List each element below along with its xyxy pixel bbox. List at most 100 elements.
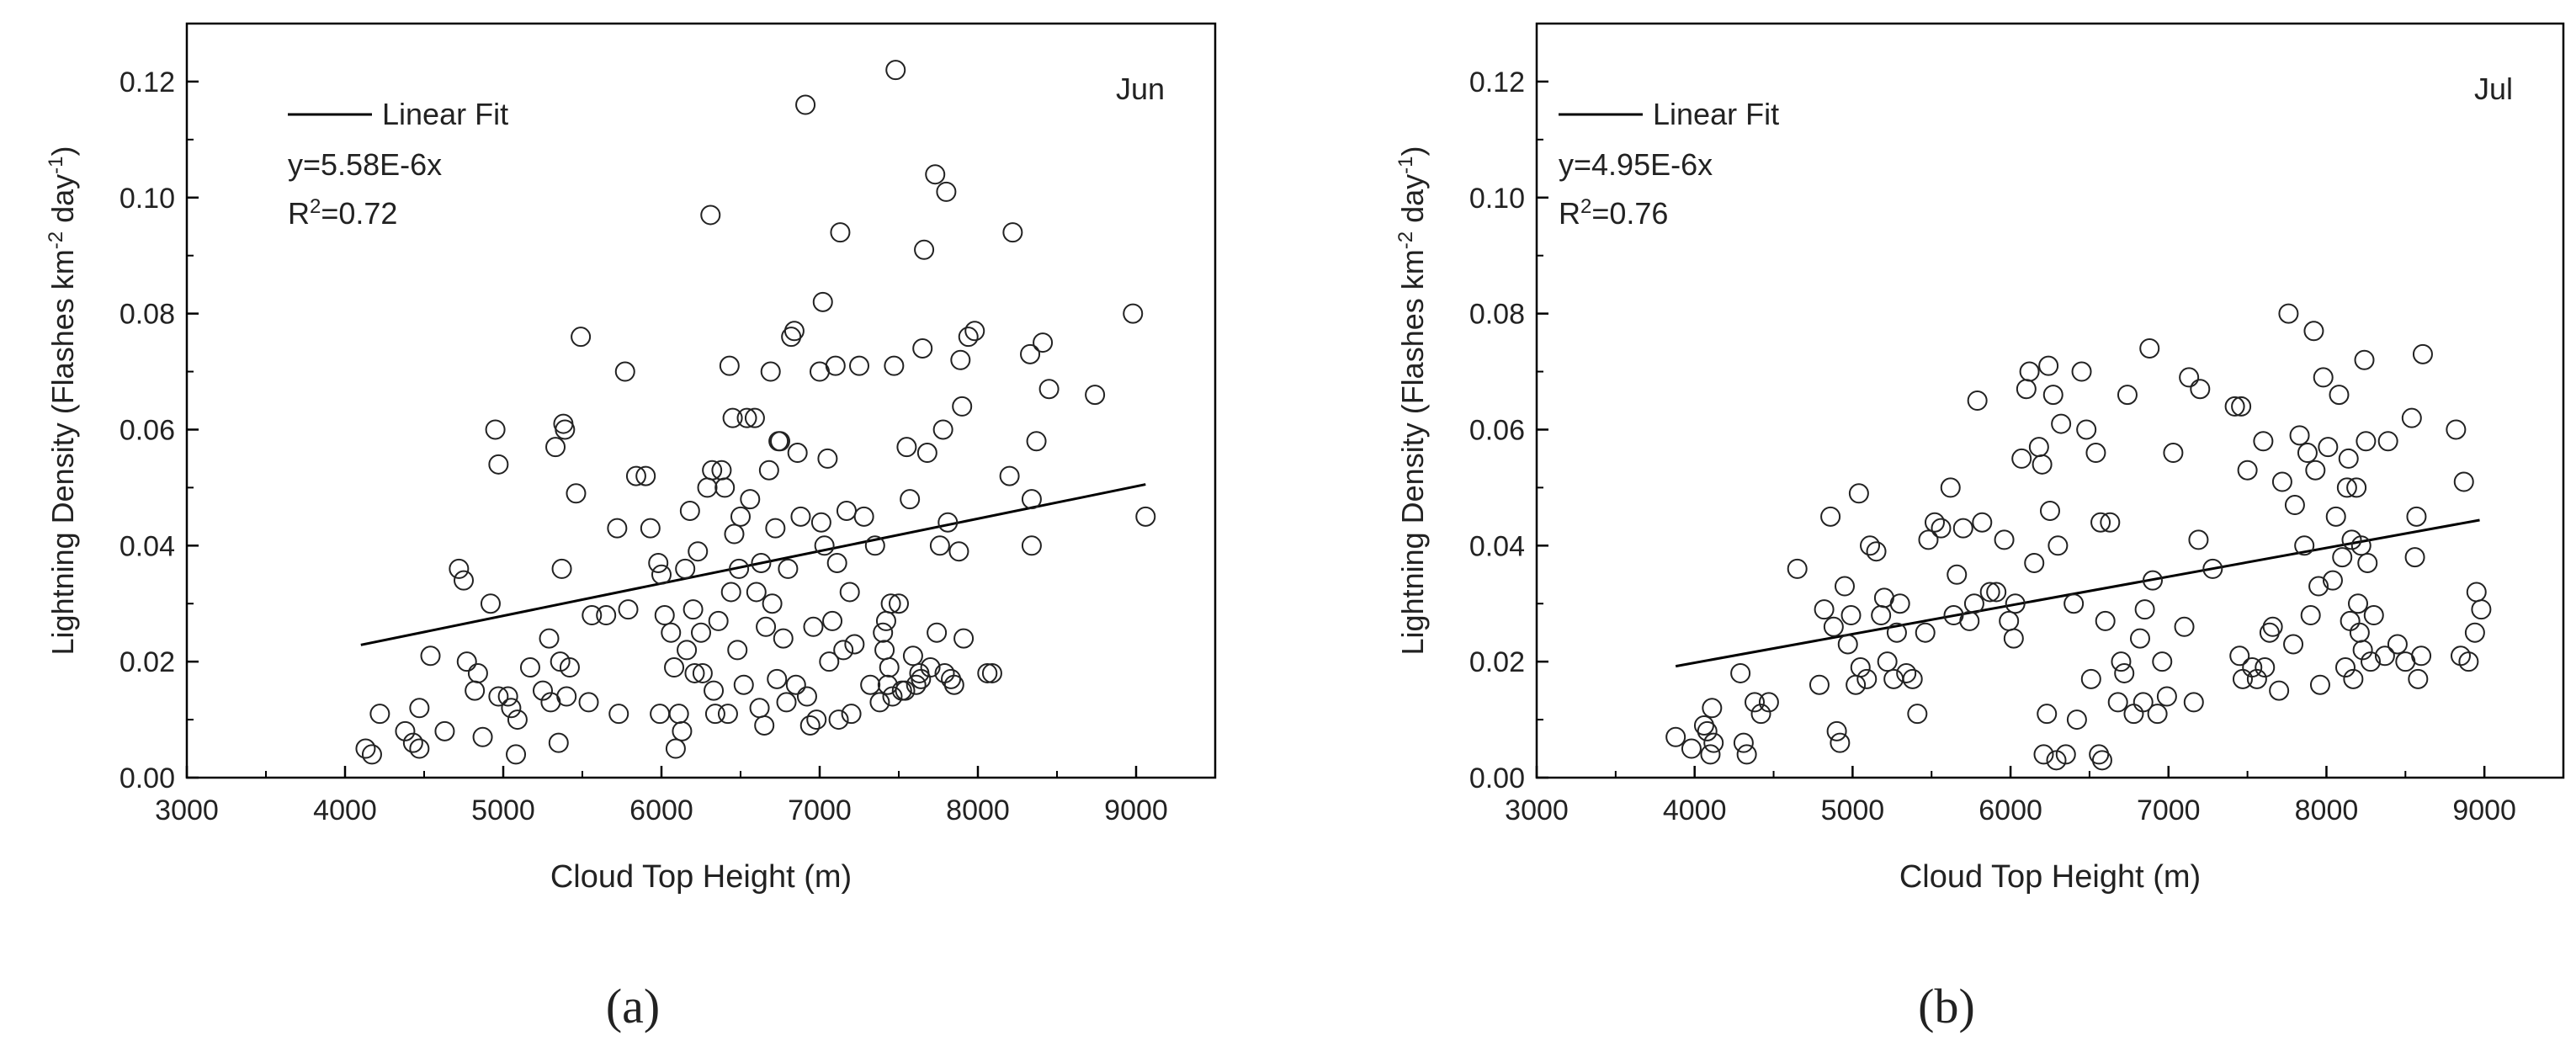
- scatter-point: [1835, 576, 1855, 597]
- scatter-point: [677, 640, 698, 661]
- scatter-point: [648, 552, 669, 573]
- scatter-point: [566, 483, 587, 504]
- scatter-point: [1021, 489, 1042, 510]
- scatter-point: [977, 662, 998, 683]
- scatter-point: [2329, 385, 2350, 406]
- scatter-point: [571, 327, 592, 348]
- scatter-point: [456, 651, 477, 672]
- scatter-point: [2348, 593, 2368, 614]
- scatter-point: [691, 622, 711, 643]
- scatter-point: [767, 668, 788, 689]
- scatter-point: [2095, 610, 2116, 631]
- scatter-point: [902, 646, 923, 667]
- scatter-point: [880, 593, 901, 614]
- scatter-point: [874, 640, 895, 661]
- scatter-point: [2042, 385, 2063, 406]
- scatter-point: [1020, 343, 1041, 364]
- scatter-point: [719, 355, 740, 376]
- r-squared-sup: 2: [1580, 195, 1591, 218]
- y-tick-label: 0.06: [1469, 414, 1525, 446]
- scatter-point: [704, 680, 725, 701]
- x-tick-label: 9000: [2452, 794, 2516, 826]
- scatter-point: [519, 657, 540, 678]
- scatter-point: [2308, 576, 2329, 597]
- scatter-point: [1814, 599, 1835, 620]
- scatter-point: [1967, 391, 1988, 411]
- scatter-point: [395, 720, 416, 741]
- r-squared-value: =0.76: [1591, 196, 1668, 231]
- scatter-point: [833, 640, 854, 661]
- x-tick-label: 4000: [1663, 794, 1727, 826]
- x-tick-label: 4000: [313, 794, 377, 826]
- scatter-point: [2446, 419, 2467, 440]
- scatter-point: [1848, 483, 1869, 504]
- scatter-point: [672, 720, 693, 741]
- scatter-point: [1823, 616, 1844, 637]
- scatter-point: [497, 686, 518, 707]
- scatter-point: [556, 686, 577, 707]
- fit-equation: y=5.58E-6x: [288, 147, 442, 182]
- plot-frame: [1535, 22, 2565, 779]
- scatter-point: [776, 692, 797, 713]
- scatter-point: [1123, 303, 1144, 324]
- scatter-point: [2163, 443, 2184, 464]
- scatter-point: [2246, 668, 2267, 689]
- scatter-point: [853, 506, 874, 527]
- y-axis-label-sup-1: -2: [1394, 231, 1417, 249]
- scatter-point: [355, 738, 376, 759]
- r-squared: R2=0.76: [1559, 195, 1668, 231]
- scatter-point: [683, 599, 704, 620]
- scatter-point: [796, 686, 817, 707]
- y-tick-label: 0.04: [1469, 530, 1525, 562]
- scatter-point: [2085, 443, 2106, 464]
- scatter-point: [2269, 680, 2290, 701]
- scatter-point: [879, 657, 900, 678]
- scatter-point: [2350, 535, 2372, 556]
- x-tick-label: 7000: [2137, 794, 2201, 826]
- scatter-point: [2377, 431, 2398, 452]
- scatter-point: [2412, 343, 2433, 364]
- scatter-point: [720, 582, 741, 603]
- scatter-point: [2040, 500, 2060, 521]
- scatter-point: [2346, 477, 2367, 498]
- chart-panel-a: 3000 4000 5000 6000 7000 8000 9000 0.00 0.02 0.04…: [45, 22, 1217, 1033]
- scatter-point: [836, 500, 857, 521]
- scatter-point: [906, 674, 927, 695]
- scatter-point: [1840, 605, 1862, 626]
- scatter-point: [999, 465, 1020, 486]
- scatter-point: [2123, 704, 2144, 725]
- y-tick-label: 0.04: [120, 530, 175, 562]
- chart-panel-b: 3000 4000 5000 6000 7000 8000 9000 0.00 0.02 0.04…: [1394, 22, 2565, 1033]
- scatter-point: [1952, 518, 1973, 539]
- scatter-point: [607, 518, 628, 539]
- scatter-point: [2174, 616, 2195, 637]
- scatter-point: [873, 622, 894, 643]
- scatter-point: [361, 744, 382, 765]
- scatter-point: [2107, 692, 2128, 713]
- scatter-point: [675, 558, 696, 579]
- scatter-point: [2037, 704, 2058, 725]
- scatter-point: [2334, 657, 2356, 678]
- scatter-point: [2387, 634, 2408, 655]
- scatter-point: [2340, 610, 2361, 631]
- scatter-point: [1994, 529, 2015, 550]
- scatter-point: [2179, 367, 2200, 388]
- x-tick-label: 8000: [946, 794, 1010, 826]
- scatter-point: [729, 558, 750, 579]
- scatter-point: [507, 709, 528, 731]
- y-tick-label: 0.10: [1469, 183, 1525, 215]
- y-tick-label: 0.10: [120, 183, 175, 215]
- scatter-point: [929, 535, 950, 556]
- scatter-point: [2336, 477, 2357, 498]
- scatter-point: [700, 205, 721, 226]
- scatter-point: [2156, 686, 2177, 707]
- scatter-point: [730, 506, 751, 527]
- scatter-point: [758, 460, 779, 481]
- scatter-point: [1850, 657, 1871, 678]
- scatter-point: [882, 686, 903, 707]
- scatter-point: [1940, 477, 1961, 498]
- scatter-point: [875, 610, 896, 631]
- scatter-point: [1986, 582, 2007, 603]
- scatter-point: [841, 704, 862, 725]
- scatter-point: [717, 704, 738, 725]
